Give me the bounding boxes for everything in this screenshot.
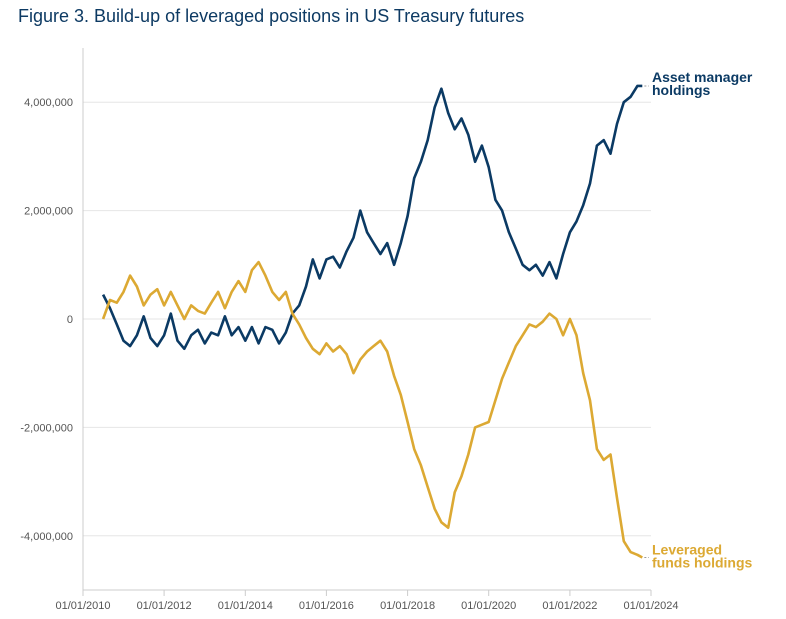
y-tick-label: 0 [67,314,73,326]
x-tick-label: 01/01/2024 [623,600,678,612]
series-lines [101,84,643,559]
x-tick-label: 01/01/2016 [299,600,354,612]
chart-title: Figure 3. Build-up of leveraged position… [18,6,525,26]
y-tick-label: -4,000,000 [20,531,73,543]
y-tick-label: -2,000,000 [20,422,73,434]
series-label: Leveraged [652,541,722,557]
series-line-leveraged-funds [101,260,643,559]
x-tick-label: 01/01/2010 [55,600,110,612]
series-label: Asset manager [652,69,753,85]
axes: 4,000,000 2,000,000 0 -2,000,000 -4,000,000 0… [20,48,679,612]
series-line-asset-manager [101,84,643,351]
series-label: funds holdings [652,554,753,570]
y-tick-label: 4,000,000 [24,97,73,109]
x-tick-label: 01/01/2014 [218,600,273,612]
x-tick-label: 01/01/2012 [137,600,192,612]
y-tick-label: 2,000,000 [24,206,73,218]
x-tick-label: 01/01/2020 [461,600,516,612]
x-tick-label: 01/01/2022 [542,600,597,612]
series-label: holdings [652,82,711,98]
x-tick-label: 01/01/2018 [380,600,435,612]
